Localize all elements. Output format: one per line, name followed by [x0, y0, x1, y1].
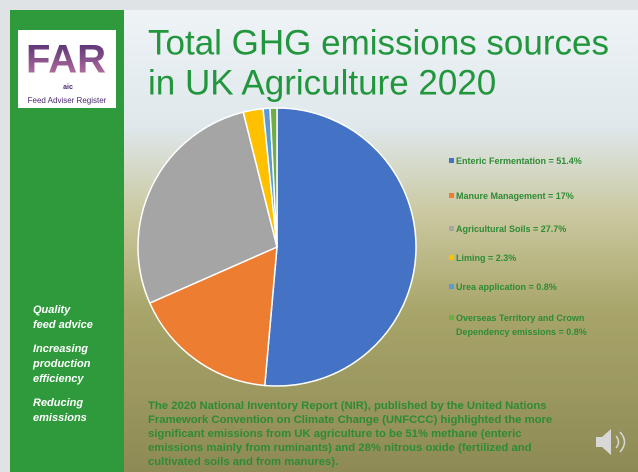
pie-slice — [263, 107, 417, 387]
legend-item: Enteric Fermentation = 51.4% — [456, 156, 582, 166]
legend-label: Urea application = 0.8% — [456, 282, 557, 292]
sidebar-text: Quality — [33, 304, 71, 316]
note-text: The 2020 National Inventory Report (NIR)… — [148, 400, 547, 412]
sidebar-text: Increasing — [33, 343, 88, 355]
legend-swatch — [449, 315, 454, 320]
note: The 2020 National Inventory Report (NIR)… — [148, 400, 552, 468]
sidebar-text: efficiency — [33, 373, 84, 385]
legend-item: Agricultural Soils = 27.7% — [456, 224, 567, 234]
note-text: cultivated soils and from manures). — [148, 456, 338, 468]
legend-item: Liming = 2.3% — [456, 253, 517, 263]
legend-item: Urea application = 0.8% — [456, 282, 557, 292]
legend-swatch — [449, 193, 454, 198]
sidebar-text: Reducing — [33, 397, 83, 409]
legend-item: Overseas Territory and Crown Dependency … — [456, 313, 587, 337]
legend-item: Manure Management = 17% — [456, 191, 574, 201]
pie-slice — [137, 111, 278, 304]
pie — [137, 107, 417, 387]
speaker-icon — [596, 429, 626, 455]
logo-sub: aic — [63, 84, 73, 91]
note-text: significant emissions from UK agricultur… — [148, 428, 522, 440]
chart-title: Total GHG emissions sources — [148, 23, 609, 62]
pie-slice — [269, 107, 278, 248]
legend-swatch — [449, 226, 454, 231]
sidebar-items: Quality feed advice Increasing production ef… — [32, 304, 93, 424]
legend-label: Manure Management = 17% — [456, 191, 574, 201]
logo-box — [18, 30, 116, 108]
legend-label: Enteric Fermentation = 51.4% — [456, 156, 582, 166]
legend-swatch — [449, 158, 454, 163]
sidebar-text: feed advice — [33, 319, 93, 331]
legend: Enteric Fermentation = 51.4% Manure Manag… — [449, 156, 587, 337]
legend-label: Agricultural Soils = 27.7% — [456, 224, 567, 234]
legend-swatch — [449, 255, 454, 260]
chart-title: in UK Agriculture 2020 — [148, 63, 496, 102]
note-text: emissions mainly from ruminants) and 28%… — [148, 442, 532, 454]
sidebar-text: production — [32, 358, 91, 370]
legend-label: Liming = 2.3% — [456, 253, 517, 263]
legend-label: Overseas Territory and Crown Dependency … — [456, 313, 587, 337]
sidebar-text: emissions — [33, 412, 87, 424]
logo-mark: FAR — [26, 38, 106, 82]
legend-swatch — [449, 284, 454, 289]
logo-caption: Feed Adviser Register — [28, 96, 107, 105]
note-text: Framework Convention on Climate Change (… — [148, 414, 552, 426]
pie-slice — [148, 245, 278, 387]
